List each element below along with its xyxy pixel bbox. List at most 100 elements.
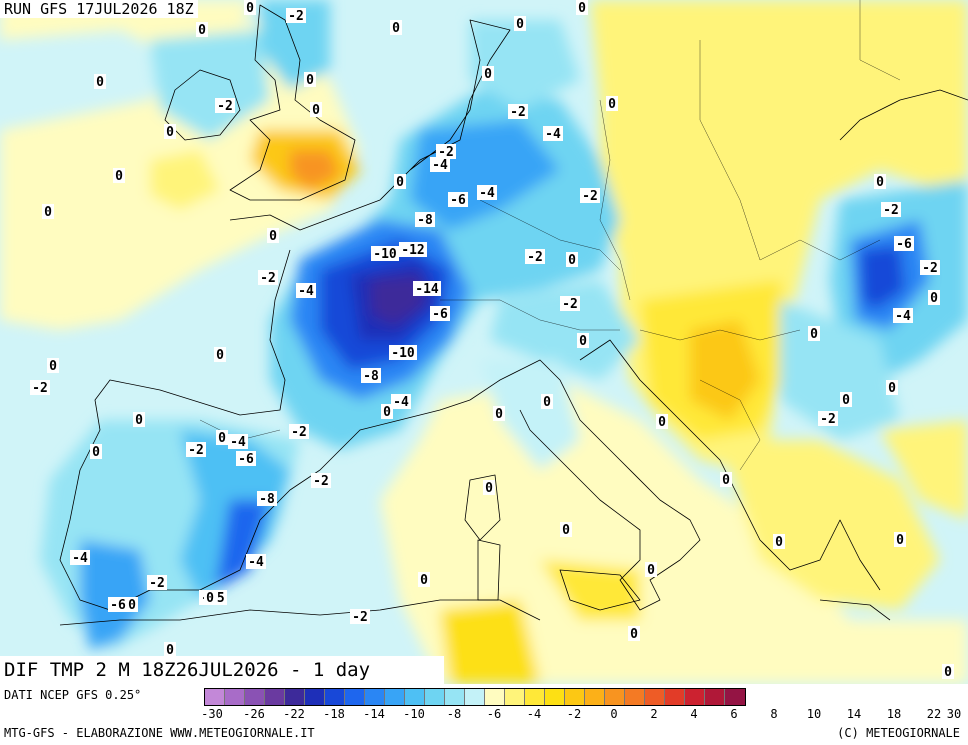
legend-tick: -30 — [201, 707, 223, 721]
contour-label: 0 — [383, 405, 391, 420]
contour-label-bg — [560, 522, 572, 537]
contour-label-bg — [216, 430, 228, 445]
contour-label: -4 — [895, 309, 911, 324]
contour-label: 0 — [579, 334, 587, 349]
contour-label-bg — [164, 124, 176, 139]
legend-tick: -4 — [526, 707, 542, 721]
contour-label: 0 — [216, 348, 224, 363]
contour-label-bg — [477, 185, 497, 200]
contour-label-bg — [94, 74, 106, 89]
legend-swatch — [625, 689, 645, 705]
contour-label-bg — [196, 22, 208, 37]
contour-label-bg — [493, 406, 505, 421]
legend-tick: 0 — [610, 707, 618, 721]
contour-label-bg — [350, 609, 370, 624]
contour-label-bg — [448, 192, 468, 207]
contour-label: -4 — [545, 127, 561, 142]
contour-label: 0 — [842, 393, 850, 408]
contour-label: 0 — [269, 229, 277, 244]
contour-label: -4 — [248, 555, 264, 570]
contour-label-bg — [840, 392, 852, 407]
copyright-text: (C) METEOGIORNALE — [837, 726, 960, 740]
contour-label-bg — [186, 442, 206, 457]
contour-label: 0 — [775, 535, 783, 550]
contour-label: -12 — [401, 243, 424, 258]
contour-label-bg — [720, 472, 732, 487]
contour-label: 0 — [896, 533, 904, 548]
contour-label: 0 — [647, 563, 655, 578]
contour-label: 0 — [930, 291, 938, 306]
contour-label: 0 — [722, 473, 730, 488]
contour-label: 0 — [420, 573, 428, 588]
contour-label: -2 — [510, 105, 526, 120]
contour-label-bg — [886, 380, 898, 395]
contour-label: 0 — [608, 97, 616, 112]
contour-label-bg — [543, 126, 563, 141]
legend-swatch — [705, 689, 725, 705]
contour-label: -2 — [562, 297, 578, 312]
contour-label: -8 — [259, 492, 275, 507]
legend-tick: -10 — [403, 707, 425, 721]
contour-label-bg — [436, 144, 456, 159]
legend-swatch — [465, 689, 485, 705]
contour-label-bg — [214, 347, 226, 362]
contour-label: -2 — [260, 271, 276, 286]
contour-label: -14 — [415, 282, 439, 297]
legend-tick: 14 — [846, 707, 862, 721]
contour-label-bg — [204, 590, 216, 605]
contour-label-bg — [42, 204, 54, 219]
contour-label-bg — [267, 228, 279, 243]
contour-label-bg — [773, 534, 785, 549]
contour-label: 0 — [944, 665, 952, 680]
contour-label: -2 — [32, 381, 48, 396]
legend-swatch — [205, 689, 225, 705]
contour-label: -2 — [288, 9, 304, 24]
contour-label-bg — [418, 572, 430, 587]
contour-label: 0 — [128, 598, 136, 613]
contour-label-bg — [215, 98, 235, 113]
contour-label-bg — [258, 270, 278, 285]
contour-label: -8 — [417, 213, 433, 228]
legend-swatch — [425, 689, 445, 705]
contour-label: -2 — [582, 189, 598, 204]
contour-label: 0 — [392, 21, 400, 36]
contour-label-bg — [113, 168, 125, 183]
contour-label-bg — [389, 345, 417, 360]
legend-swatch — [225, 689, 245, 705]
contour-label: 0 — [543, 395, 551, 410]
contour-label-bg — [566, 252, 578, 267]
contour-label: -10 — [391, 346, 415, 361]
legend-swatch — [305, 689, 325, 705]
contour-label-bg — [244, 0, 256, 15]
contour-label-bg — [391, 394, 411, 409]
legend-tick: 22 — [926, 707, 942, 721]
contour-label-bg — [30, 380, 50, 395]
legend-swatch — [265, 689, 285, 705]
contour-label: -2 — [883, 203, 899, 218]
contour-label-bg — [508, 104, 528, 119]
contour-label-bg — [482, 66, 494, 81]
legend-tick: 2 — [650, 707, 658, 721]
contour-label: -6 — [432, 307, 448, 322]
contour-label-bg — [236, 451, 256, 466]
contour-label: -8 — [363, 369, 379, 384]
contour-label: -4 — [298, 284, 314, 299]
contour-label: -6 — [110, 598, 126, 613]
contour-label-bg — [514, 16, 526, 31]
legend-tick: -26 — [243, 707, 265, 721]
contour-label: 0 — [658, 415, 666, 430]
contour-label: 0 — [306, 73, 314, 88]
contour-label-bg — [818, 411, 838, 426]
contour-label-bg — [133, 412, 145, 427]
contour-label: 0 — [166, 643, 174, 658]
contour-label-bg — [90, 444, 102, 459]
legend-swatch — [345, 689, 365, 705]
legend-swatch — [285, 689, 305, 705]
contour-label: 0 — [562, 523, 570, 538]
legend-swatch — [485, 689, 505, 705]
contour-label: -4 — [72, 551, 88, 566]
contour-label: 0 — [484, 67, 492, 82]
contour-label: 0 — [44, 205, 52, 220]
contour-label: 0 — [218, 431, 226, 446]
